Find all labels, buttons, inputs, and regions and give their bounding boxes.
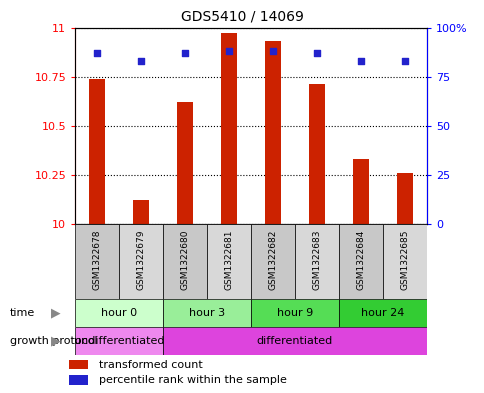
Bar <box>382 224 426 299</box>
Bar <box>309 84 324 224</box>
Bar <box>177 102 192 224</box>
Bar <box>75 327 163 355</box>
Bar <box>251 224 294 299</box>
Text: GSM1322682: GSM1322682 <box>268 230 277 290</box>
Text: undifferentiated: undifferentiated <box>74 336 164 346</box>
Bar <box>352 159 368 224</box>
Bar <box>69 360 88 369</box>
Text: differentiated: differentiated <box>257 336 333 346</box>
Point <box>181 50 189 56</box>
Bar <box>163 224 207 299</box>
Text: hour 3: hour 3 <box>189 308 225 318</box>
Bar <box>294 224 338 299</box>
Point <box>93 50 101 56</box>
Bar <box>75 224 119 299</box>
Text: transformed count: transformed count <box>99 360 202 370</box>
Bar <box>265 41 280 224</box>
Bar <box>163 327 426 355</box>
Text: GSM1322685: GSM1322685 <box>399 230 408 290</box>
Text: percentile rank within the sample: percentile rank within the sample <box>99 375 286 385</box>
Text: GSM1322681: GSM1322681 <box>224 230 233 290</box>
Point <box>356 58 364 64</box>
Text: GSM1322678: GSM1322678 <box>92 230 102 290</box>
Bar <box>338 299 426 327</box>
Text: ▶: ▶ <box>51 334 60 348</box>
Text: hour 9: hour 9 <box>276 308 312 318</box>
Bar <box>338 224 382 299</box>
Bar <box>69 375 88 385</box>
Text: ▶: ▶ <box>51 306 60 320</box>
Bar <box>119 224 163 299</box>
Point <box>400 58 408 64</box>
Text: hour 0: hour 0 <box>101 308 137 318</box>
Text: GDS5410 / 14069: GDS5410 / 14069 <box>181 10 303 24</box>
Text: growth protocol: growth protocol <box>10 336 97 346</box>
Bar <box>75 299 163 327</box>
Point <box>137 58 145 64</box>
Point <box>312 50 320 56</box>
Text: GSM1322684: GSM1322684 <box>356 230 364 290</box>
Point <box>269 48 276 54</box>
Text: hour 24: hour 24 <box>361 308 404 318</box>
Text: time: time <box>10 308 35 318</box>
Text: GSM1322679: GSM1322679 <box>136 230 145 290</box>
Bar <box>207 224 251 299</box>
Bar <box>89 79 105 224</box>
Text: GSM1322683: GSM1322683 <box>312 230 321 290</box>
Point <box>225 48 232 54</box>
Bar <box>221 33 236 224</box>
Bar <box>396 173 412 224</box>
Bar <box>133 200 149 224</box>
Text: GSM1322680: GSM1322680 <box>180 230 189 290</box>
Bar <box>163 299 251 327</box>
Bar <box>251 299 338 327</box>
